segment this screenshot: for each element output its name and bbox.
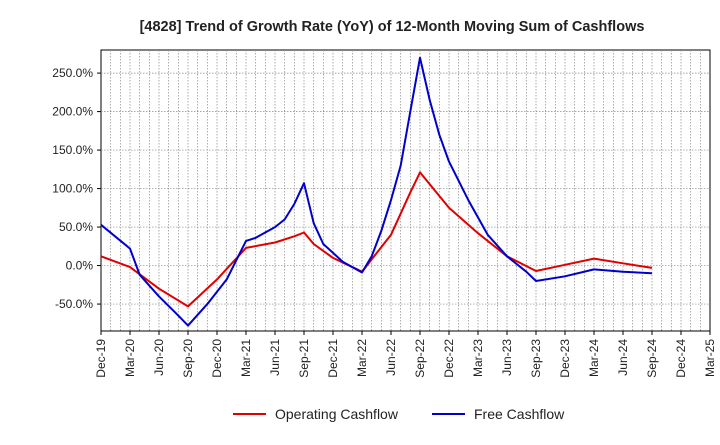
series-lines bbox=[100, 56, 653, 327]
y-tick-label: 150.0% bbox=[52, 143, 93, 157]
x-tick-label: Mar-25 bbox=[703, 339, 717, 377]
x-tick-label: Sep-23 bbox=[529, 339, 543, 378]
x-tick-label: Dec-23 bbox=[558, 339, 572, 378]
y-tick-label: 100.0% bbox=[52, 182, 93, 196]
axes: -50.0% 0.0% 50.0% 100.0% 150.0% 200.0% 250.0% D… bbox=[52, 66, 717, 378]
x-tick-label: Jun-21 bbox=[268, 339, 282, 376]
x-tick-label: Dec-20 bbox=[210, 339, 224, 378]
x-tick-label: Mar-24 bbox=[587, 339, 601, 377]
y-tick-label: 0.0% bbox=[66, 259, 94, 273]
x-tick-label: Jun-22 bbox=[384, 339, 398, 376]
x-tick-label: Dec-19 bbox=[94, 339, 108, 378]
x-tick-label: Jun-23 bbox=[500, 339, 514, 376]
x-tick-label: Dec-21 bbox=[326, 339, 340, 378]
x-tick-label: Sep-21 bbox=[297, 339, 311, 378]
legend-label: Operating Cashflow bbox=[275, 406, 399, 422]
free-cashflow-line bbox=[100, 56, 653, 327]
x-tick-label: Mar-20 bbox=[123, 339, 137, 377]
legend-label: Free Cashflow bbox=[474, 406, 565, 422]
x-tick-label: Sep-22 bbox=[413, 339, 427, 378]
plot-area bbox=[100, 49, 711, 332]
x-tick-label: Sep-24 bbox=[645, 339, 659, 378]
x-tick-label: Dec-22 bbox=[442, 339, 456, 378]
y-tick-label: -50.0% bbox=[55, 297, 93, 311]
chart-title: [4828] Trend of Growth Rate (YoY) of 12-… bbox=[140, 19, 645, 35]
x-tick-label: Jun-20 bbox=[152, 339, 166, 376]
x-tick-label: Mar-23 bbox=[471, 339, 485, 377]
x-tick-label: Mar-21 bbox=[239, 339, 253, 377]
x-tick-label: Dec-24 bbox=[674, 339, 688, 378]
y-tick-label: 50.0% bbox=[59, 220, 93, 234]
grid-lines bbox=[100, 49, 711, 332]
x-tick-label: Jun-24 bbox=[616, 339, 630, 376]
legend: Operating Cashflow Free Cashflow bbox=[233, 406, 565, 422]
y-tick-label: 200.0% bbox=[52, 105, 93, 119]
x-tick-label: Sep-20 bbox=[181, 339, 195, 378]
x-tick-label: Mar-22 bbox=[355, 339, 369, 377]
y-tick-label: 250.0% bbox=[52, 66, 93, 80]
